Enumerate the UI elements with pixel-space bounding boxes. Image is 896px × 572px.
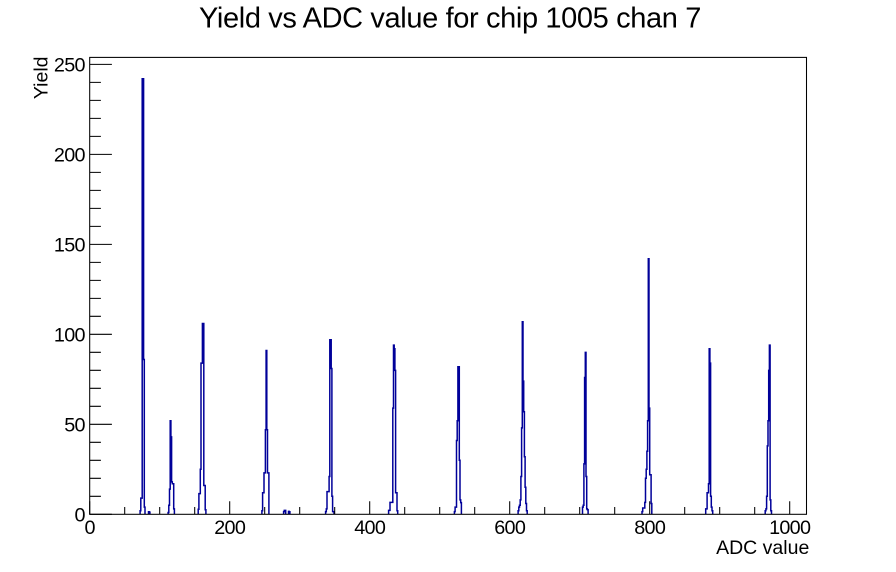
svg-text:0: 0 (74, 504, 85, 526)
svg-text:400: 400 (354, 517, 386, 539)
svg-text:600: 600 (494, 517, 526, 539)
svg-text:100: 100 (54, 324, 86, 346)
svg-text:Yield: Yield (30, 56, 52, 99)
svg-text:150: 150 (54, 234, 86, 256)
svg-text:50: 50 (64, 414, 85, 436)
svg-text:200: 200 (214, 517, 246, 539)
svg-text:250: 250 (54, 55, 86, 77)
svg-text:1000: 1000 (769, 517, 811, 539)
svg-text:ADC value: ADC value (716, 537, 809, 559)
svg-text:0: 0 (85, 517, 96, 539)
svg-text:200: 200 (54, 145, 86, 167)
svg-text:Yield vs ADC value for chip 10: Yield vs ADC value for chip 1005 chan 7 (199, 3, 701, 35)
svg-text:800: 800 (634, 517, 666, 539)
